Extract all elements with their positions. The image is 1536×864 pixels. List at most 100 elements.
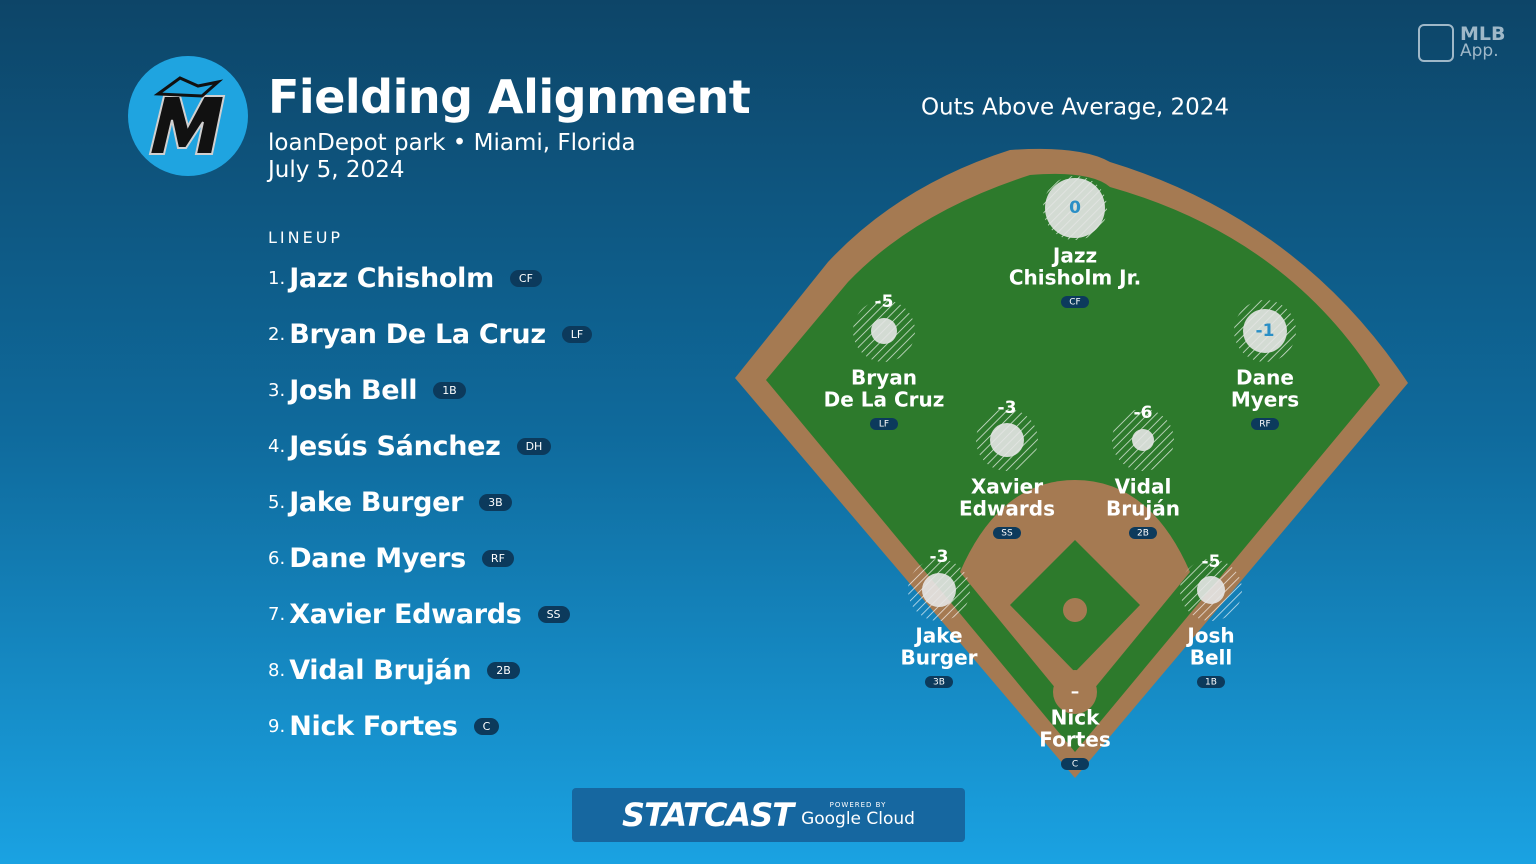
date: July 5, 2024 [268,157,405,183]
lineup-number: 7. [268,603,286,625]
position-badge: CF [1069,298,1080,308]
lineup-number: 6. [268,547,286,569]
venue: loanDepot park • Miami, Florida [268,130,636,156]
player-name: Josh [1185,624,1234,648]
player-name: De La Cruz [824,388,945,412]
player-name: Jazz [1051,244,1097,268]
player-name: Chisholm Jr. [1009,266,1141,290]
range-core [990,423,1024,457]
position-badge-bg [1197,676,1225,688]
oaa-value: -5 [1202,552,1221,572]
range-core [1197,576,1225,604]
lineup-number: 9. [268,715,286,737]
position-badge-bg [925,676,953,688]
oaa-value: -5 [875,292,894,312]
mound [1063,598,1087,622]
lineup-label: LINEUP [268,228,344,247]
position-badge-bg [1251,418,1279,430]
player-name: Nick [1051,706,1100,730]
oaa-value: -3 [998,398,1017,418]
lineup-name: Dane Myers [289,542,466,574]
oaa-value: 0 [1069,198,1081,218]
lineup-row: 4. Jesús Sánchez DH [268,426,552,466]
team-logo [128,56,248,176]
player-name: Fortes [1039,728,1110,752]
lineup-name: Bryan De La Cruz [289,318,546,350]
statcast-logo: STATCAST [622,796,794,834]
player-name: Dane [1236,366,1294,390]
field-title: Outs Above Average, 2024 [921,95,1229,121]
player-name: Xavier [971,475,1043,499]
statcast-banner: STATCAST POWERED BY Google Cloud [572,788,965,842]
position-badge: C [1072,760,1078,770]
lineup-row: 7. Xavier Edwards SS [268,594,570,634]
position-badge: 3B [933,678,945,688]
player-name: Vidal [1115,475,1172,499]
player-name: Burger [900,646,977,670]
position-badge: LF [879,420,889,430]
position-badge: RF [481,549,514,567]
player-name: Bryan [851,366,917,390]
player-name: Myers [1231,388,1299,412]
home-plate-area [1053,670,1097,714]
position-badge-bg [1061,296,1089,308]
player-name: Jake [913,624,962,648]
position-badge: RF [1259,420,1270,430]
lineup-name: Josh Bell [289,374,418,406]
position-badge-bg [870,418,898,430]
lineup-row: 5. Jake Burger 3B [268,482,512,522]
lineup-row: 1. Jazz Chisholm CF [268,258,542,298]
position-badge: SS [537,605,570,623]
lineup-number: 8. [268,659,286,681]
position-badge: LF [561,325,593,343]
mlb-app: MLB App. [1418,24,1506,62]
powered-by: POWERED BY Google Cloud [801,801,915,829]
lineup-name: Xavier Edwards [289,598,522,630]
app-line: MLB [1460,23,1506,45]
oaa-value: -1 [1256,321,1275,341]
lineup-row: 3. Josh Bell 1B [268,370,466,410]
google-cloud: Google Cloud [801,809,915,829]
app-icon [1418,24,1454,62]
lineup-name: Nick Fortes [289,710,458,742]
outfield-grass [766,173,1380,752]
oaa-value: -6 [1134,403,1153,423]
app-text: MLB App. [1460,23,1506,61]
player-name: Bell [1190,646,1233,670]
range-core [1132,429,1154,451]
lineup-number: 1. [268,267,286,289]
title: Fielding Alignment [268,70,751,124]
player-name: Edwards [959,497,1055,521]
position-badge: 1B [1205,678,1217,688]
position-badge: 3B [479,493,512,511]
position-badge: C [473,717,500,735]
range-core [922,573,956,607]
lineup-number: 3. [268,379,286,401]
range-core [1243,309,1287,353]
lineup-row: 6. Dane Myers RF [268,538,514,578]
position-badge-bg [993,527,1021,539]
lineup-name: Jazz Chisholm [289,262,494,294]
oaa-value: – [1071,682,1080,702]
lineup-number: 5. [268,491,286,513]
position-badge-bg [1061,758,1089,770]
lineup-name: Vidal Bruján [289,654,472,686]
lineup-name: Jake Burger [289,486,464,518]
position-badge: 2B [1137,529,1149,539]
player-name: Bruján [1106,497,1180,521]
position-badge: 1B [433,381,466,399]
position-badge: 2B [487,661,520,679]
app-line: App. [1460,41,1499,61]
lineup-row: 8. Vidal Bruján 2B [268,650,520,690]
position-badge-bg [1129,527,1157,539]
lineup-number: 2. [268,323,286,345]
powered-by-text: POWERED BY [829,801,887,809]
position-badge: SS [1001,529,1013,539]
range-core [871,318,897,344]
position-badge: CF [509,269,542,287]
lineup-name: Jesús Sánchez [289,430,501,462]
oaa-value: -3 [930,547,949,567]
